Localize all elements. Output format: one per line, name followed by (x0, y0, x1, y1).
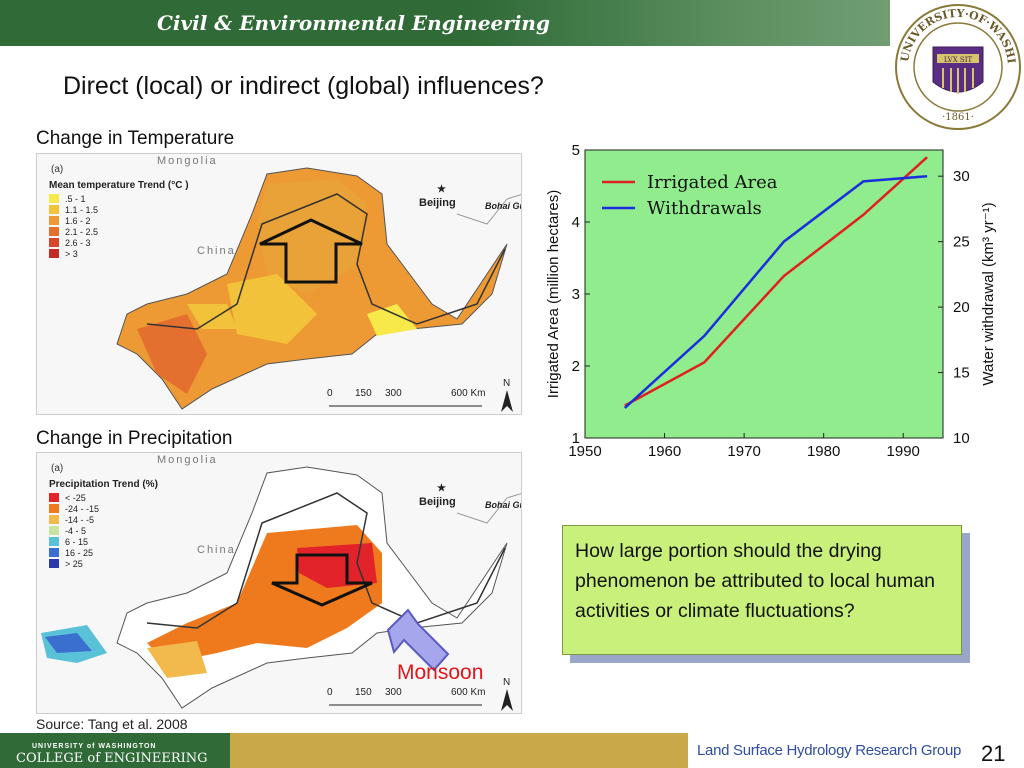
banner-title: Civil & Environmental Engineering (157, 11, 550, 35)
map-panel-letter: (a) (51, 463, 63, 474)
map-scale: 0 150 300 600 Km (327, 388, 485, 407)
left-tick-label: 3 (572, 286, 580, 303)
series-line-irrigated-area (624, 156, 928, 407)
precipitation-map: (a) Mongolia Precipitation Trend (%) < -… (36, 452, 522, 714)
scale-label: 150 (355, 388, 372, 399)
map-country-label: China (197, 245, 236, 257)
chart-legend: Irrigated Area Withdrawals (602, 172, 778, 219)
irrigation-chart: 1950 1960 1970 1980 1990 1 2 3 4 5 10 15 20 25 30 Ir… (545, 142, 997, 460)
monsoon-arrow-icon (386, 608, 450, 672)
precipitation-legend: < -25 -24 - -15 -14 - -5 -4 - 5 6 - 15 1… (49, 493, 99, 569)
legend-entry: > 3 (65, 249, 78, 259)
x-tick-label: 1980 (807, 443, 840, 460)
legend-entry: 16 - 25 (65, 548, 93, 558)
right-tick-label: 30 (953, 168, 970, 185)
north-label: N (503, 378, 510, 389)
source-citation: Source: Tang et al. 2008 (36, 716, 188, 732)
scale-label: 0 (327, 388, 333, 399)
map-region-label: Mongolia (157, 454, 218, 466)
right-tick-label: 25 (953, 234, 970, 251)
x-axis: 1950 1960 1970 1980 1990 (568, 433, 920, 460)
scale-label: 300 (385, 388, 402, 399)
map-city-label: Beijing (419, 496, 456, 508)
legend-entry: 2.1 - 2.5 (65, 227, 98, 237)
temperature-label: Change in Temperature (36, 128, 235, 149)
legend-entry: -14 - -5 (65, 515, 94, 525)
coe-line2: COLLEGE of ENGINEERING (16, 751, 208, 766)
banner-texture (470, 0, 890, 46)
series-lines (623, 156, 928, 409)
precipitation-label: Change in Precipitation (36, 428, 233, 449)
header-banner: Civil & Environmental Engineering (0, 0, 890, 46)
legend-entry: 6 - 15 (65, 537, 88, 547)
monsoon-label: Monsoon (397, 661, 484, 684)
x-tick-label: 1990 (887, 443, 920, 460)
legend-title: Mean temperature Trend (°C ) (49, 180, 189, 191)
legend-label: Withdrawals (647, 198, 762, 219)
right-tick-label: 20 (953, 299, 970, 316)
left-tick-label: 5 (572, 142, 580, 159)
legend-entry: .5 - 1 (65, 194, 86, 204)
map-scale: 0 150 300 600 Km (327, 687, 485, 706)
legend-entry: -24 - -15 (65, 504, 99, 514)
decrease-arrow-icon (271, 553, 373, 607)
temperature-map: (a) Mongolia Mean temperature Trend (°C … (36, 153, 522, 415)
left-tick-label: 4 (572, 214, 580, 231)
scale-label: 600 Km (451, 388, 485, 399)
map-panel-letter: (a) (51, 164, 63, 175)
x-tick-label: 1950 (568, 443, 601, 460)
increase-arrow-icon (259, 218, 363, 284)
x-tick-label: 1970 (727, 443, 760, 460)
legend-label: Irrigated Area (647, 172, 778, 193)
footer-bar: UNIVERSITY of WASHINGTON COLLEGE of ENGI… (0, 733, 688, 768)
legend-entry: 1.6 - 2 (65, 216, 91, 226)
x-tick-label: 1960 (648, 443, 681, 460)
legend-entry: < -25 (65, 493, 86, 503)
scale-label: 0 (327, 687, 333, 698)
college-of-engineering-logo: UNIVERSITY of WASHINGTON COLLEGE of ENGI… (0, 733, 230, 768)
university-seal-logo: UNIVERSITY·OF·WASHINGTON ·1861· LVX SIT (893, 2, 1021, 130)
map-gulf-label: Bohai Gulf (485, 201, 522, 211)
series-line-withdrawals (623, 174, 928, 409)
svg-text:★: ★ (437, 184, 446, 195)
temperature-legend: .5 - 1 1.1 - 1.5 1.6 - 2 2.1 - 2.5 2.6 -… (49, 194, 98, 259)
map-region-label: Mongolia (157, 155, 218, 167)
left-tick-label: 1 (572, 430, 580, 447)
slide-number: 21 (981, 741, 1006, 766)
question-text: How large portion should the drying phen… (575, 540, 935, 622)
map-country-label: China (197, 544, 236, 556)
left-y-axis: 1 2 3 4 5 (572, 142, 590, 447)
slide-title: Direct (local) or indirect (global) infl… (63, 72, 544, 100)
seal-year: ·1861· (942, 112, 974, 123)
scale-label: 300 (385, 687, 402, 698)
seal-motto: LVX SIT (944, 56, 973, 64)
legend-entry: -4 - 5 (65, 526, 86, 536)
north-arrow-icon (501, 390, 513, 412)
coe-line1: UNIVERSITY of WASHINGTON (32, 743, 157, 750)
north-arrow-icon (501, 689, 513, 711)
group-name: Land Surface Hydrology Research Group (697, 742, 962, 759)
map-gulf-label: Bohai Gulf (485, 500, 522, 510)
legend-entry: > 25 (65, 559, 83, 569)
legend-title: Precipitation Trend (%) (49, 479, 158, 490)
right-axis-label: Water withdrawal (km³ yr⁻¹) (980, 202, 997, 385)
right-tick-label: 10 (953, 430, 970, 447)
svg-text:★: ★ (437, 483, 446, 494)
left-axis-label: Irrigated Area (million hectares) (545, 190, 562, 398)
legend-entry: 2.6 - 3 (65, 238, 91, 248)
legend-entry: 1.1 - 1.5 (65, 205, 98, 215)
left-tick-label: 2 (572, 358, 580, 375)
scale-label: 150 (355, 687, 372, 698)
right-tick-label: 15 (953, 365, 970, 382)
north-label: N (503, 677, 510, 688)
map-city-label: Beijing (419, 197, 456, 209)
right-y-axis: 10 15 20 25 30 (938, 168, 970, 447)
scale-label: 600 Km (451, 687, 485, 698)
question-callout: How large portion should the drying phen… (562, 525, 962, 655)
